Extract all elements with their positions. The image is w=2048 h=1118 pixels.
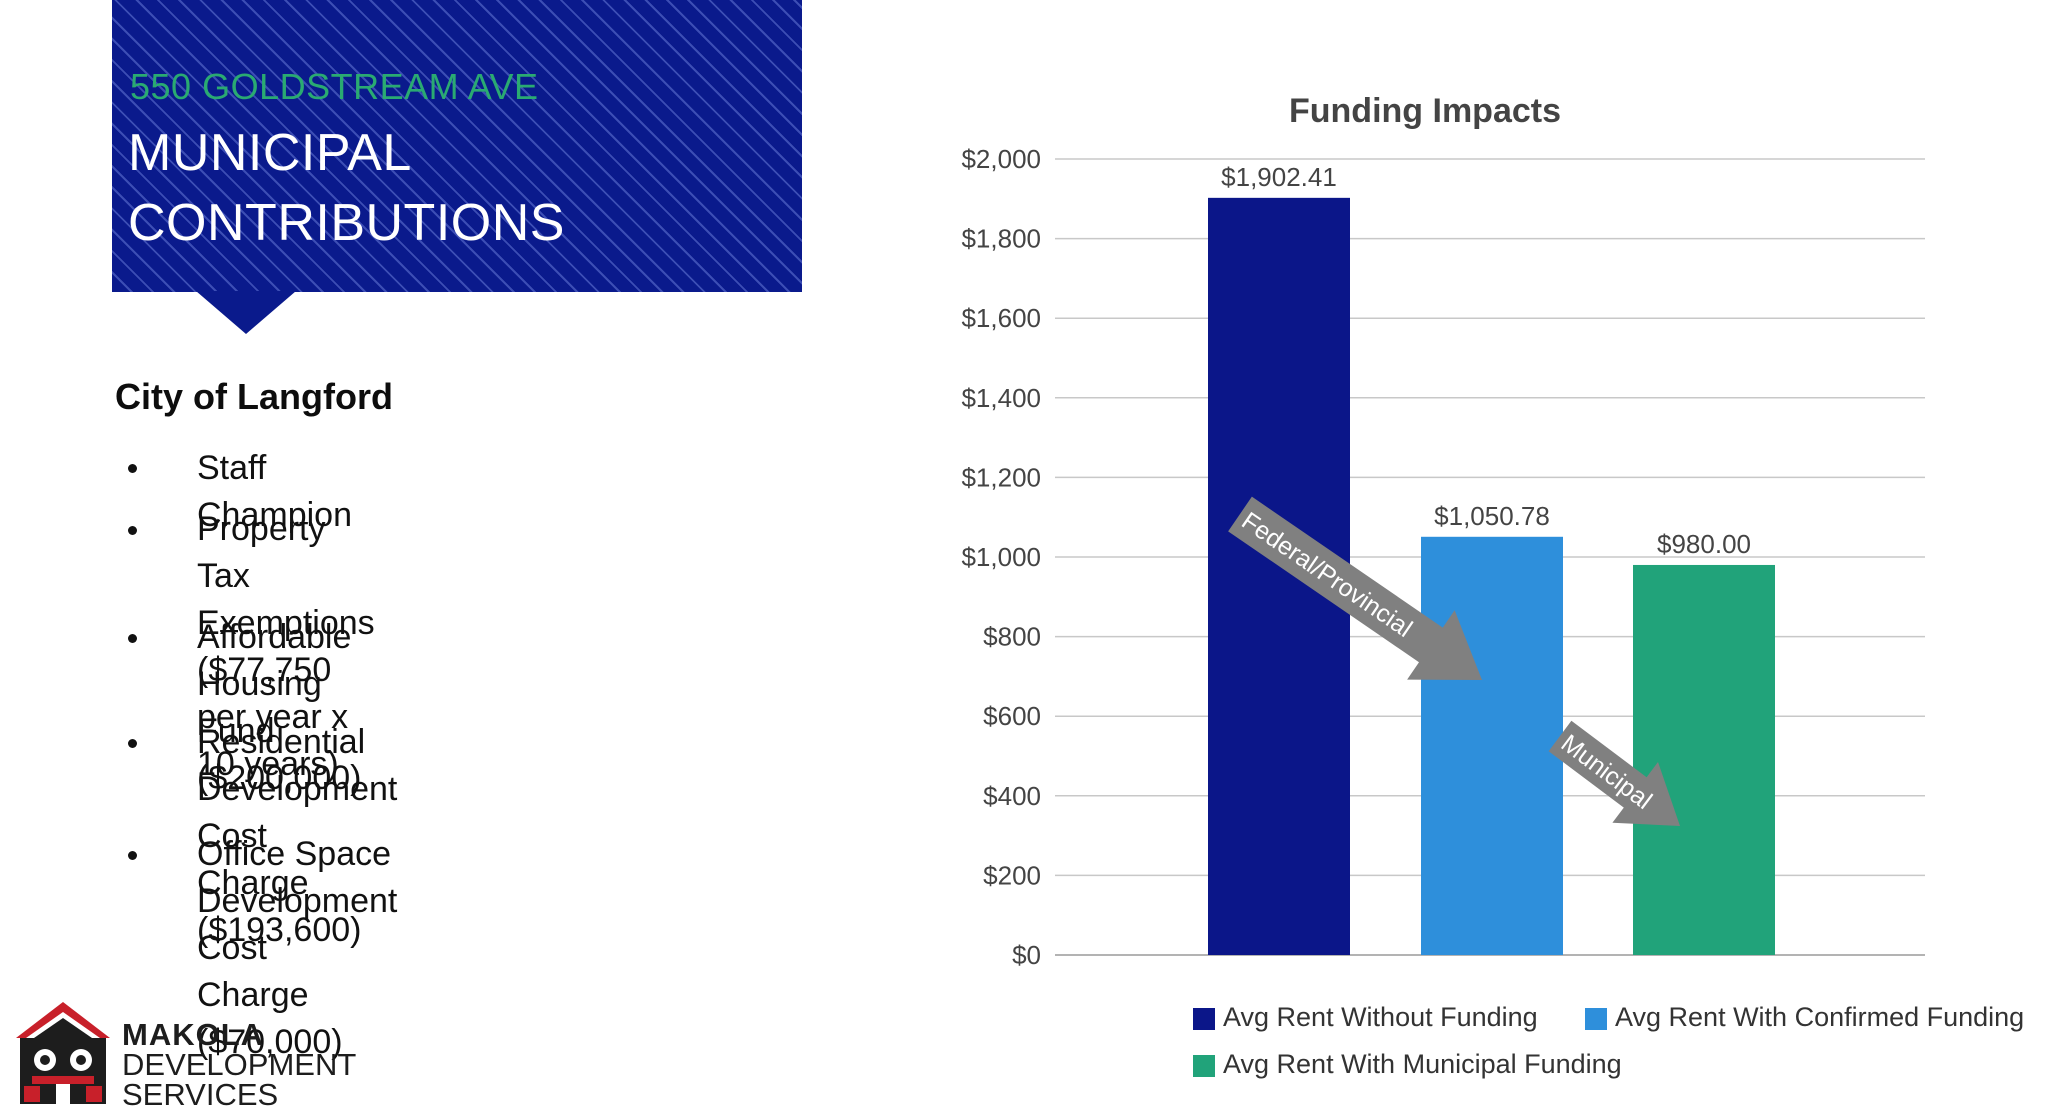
legend-swatch [1193,1008,1215,1030]
list-item-line-1: Office Space Development Cost [197,835,398,967]
y-tick-label: $0 [1012,940,1041,970]
list-item: Residential Development Cost Charge ($19… [197,719,397,954]
y-tick-label: $2,000 [961,144,1041,174]
company-logo: MAKOLA DEVELOPMENT SERVICES [122,1017,357,1112]
bullet-icon [128,464,137,473]
logo-line-3: SERVICES [122,1077,279,1112]
list-item-line-2: ($77,750 per year x 10 years) [197,651,349,783]
slide-title-line-1: MUNICIPAL [128,124,412,182]
chart-title: Funding Impacts [1289,92,1561,130]
arrow-shape [1228,496,1483,680]
bar-value-label: $980.00 [1657,529,1751,559]
legend-swatch [1585,1008,1607,1030]
bullet-icon [128,526,137,535]
logo-line-2: DEVELOPMENT [122,1047,357,1082]
y-axis: $0 $200 $400 $600 $800 $1,000 $1,200 $1,400 $1,6… [961,144,1041,970]
bullet-icon [128,851,137,860]
list-item-line-2: Charge ($70,000) [197,976,343,1061]
list-item-line-1: Affordable Housing Fund [197,618,352,750]
logo-brand: MAKOLA [122,1017,265,1052]
slide-title-line-2: CONTRIBUTIONS [128,194,565,252]
arrow-shape [1548,720,1681,826]
y-tick-label: $1,800 [961,224,1041,254]
legend-swatch [1193,1055,1215,1077]
bar [1421,536,1563,955]
bullet-icon [128,634,137,643]
org-heading: City of Langford [115,376,393,417]
project-address: 550 GOLDSTREAM AVE [130,66,539,107]
title-banner: 550 GOLDSTREAM AVE MUNICIPAL CONTRIBUTIO… [112,0,802,292]
list-item-line-2: Charge ($193,600) [197,864,362,949]
y-tick-label: $800 [983,622,1041,652]
y-tick-label: $200 [983,860,1041,890]
list-item: Staff Champion [197,445,352,539]
list-item: Office Space Development Cost Charge ($7… [197,831,397,1066]
bullet-icon [128,739,137,748]
legend-entry: Avg Rent With Municipal Funding [1223,1049,1622,1079]
list-item-line-2: ($200,000) [197,759,362,797]
bar-value-label: $1,050.78 [1434,501,1550,531]
list-item-line-1: Residential Development Cost [197,723,398,855]
list-item-line-1: Property Tax Exemptions [197,510,375,642]
list-item-line-1: Staff Champion [197,449,352,534]
list-item: Affordable Housing Fund ($200,000) [197,614,361,802]
y-tick-label: $1,400 [961,383,1041,413]
makola-crest-icon [16,1002,110,1104]
y-tick-label: $1,600 [961,303,1041,333]
y-tick-label: $400 [983,781,1041,811]
bar-value-label: $1,902.41 [1221,162,1337,192]
y-tick-label: $1,200 [961,462,1041,492]
title-pointer-icon [196,291,296,334]
slide-title: MUNICIPAL CONTRIBUTIONS [128,118,565,258]
y-tick-label: $600 [983,701,1041,731]
data-labels: $1,902.41 $1,050.78 $980.00 [1221,162,1751,559]
bar-group [1208,197,1775,955]
bar [1633,564,1775,955]
legend-entry: Avg Rent Without Funding [1223,1002,1538,1032]
legend-entry: Avg Rent With Confirmed Funding [1615,1002,2025,1032]
y-tick-label: $1,000 [961,542,1041,572]
list-item: Property Tax Exemptions ($77,750 per yea… [197,506,375,788]
